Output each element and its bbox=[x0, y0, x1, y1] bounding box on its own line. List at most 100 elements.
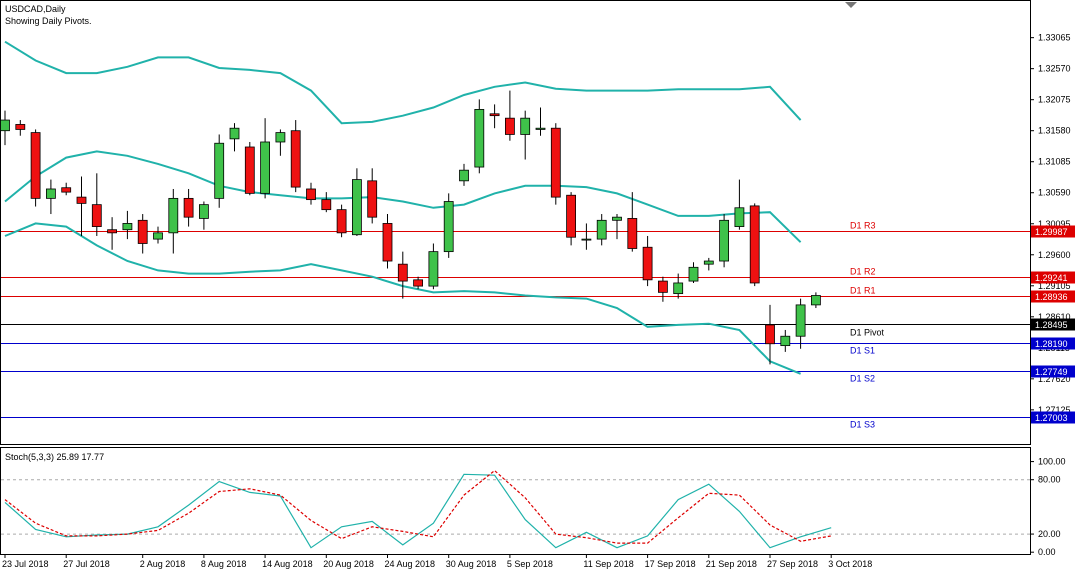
bear-candle bbox=[566, 194, 576, 238]
bull-candle bbox=[214, 142, 225, 199]
time-tick-label: 27 Jul 2018 bbox=[63, 559, 110, 569]
pivot-label: D1 S2 bbox=[850, 374, 875, 384]
time-tick-label: 20 Aug 2018 bbox=[323, 559, 374, 569]
bull-candle bbox=[688, 266, 699, 282]
pivot-price-tag-text: 1.27749 bbox=[1035, 367, 1068, 377]
stoch-tick-label: 80.00 bbox=[1038, 475, 1061, 485]
time-tick-label: 27 Sep 2018 bbox=[767, 559, 818, 569]
bull-candle bbox=[780, 335, 791, 347]
stoch-tick-label: 100.00 bbox=[1038, 457, 1066, 467]
bull-candle bbox=[734, 207, 745, 227]
bear-candle bbox=[642, 246, 653, 281]
pivot-price-tag-text: 1.29987 bbox=[1035, 227, 1068, 237]
bull-candle bbox=[811, 295, 821, 306]
bull-candle bbox=[459, 169, 469, 182]
bear-candle bbox=[306, 188, 316, 201]
time-tick-label: 30 Aug 2018 bbox=[446, 559, 497, 569]
bollinger-bands bbox=[4, 40, 802, 375]
pivot-price-tag bbox=[1031, 290, 1075, 303]
bear-candle bbox=[504, 117, 515, 135]
price-tick-label: 1.30095 bbox=[1038, 219, 1071, 229]
bear-candle bbox=[183, 197, 194, 218]
pivot-price-tag-text: 1.28495 bbox=[1035, 320, 1068, 330]
time-tick-label: 21 Sep 2018 bbox=[706, 559, 757, 569]
pivot-price-tag bbox=[1031, 318, 1075, 331]
bear-candle bbox=[749, 205, 760, 284]
bear-candle bbox=[489, 113, 500, 117]
bear-candle bbox=[397, 263, 408, 282]
time-tick-label: 11 Sep 2018 bbox=[583, 559, 633, 569]
bull-candle bbox=[260, 141, 271, 194]
bear-candle bbox=[137, 219, 148, 244]
bear-candle bbox=[290, 130, 301, 188]
bull-candle bbox=[520, 117, 531, 135]
pivot-label: D1 S3 bbox=[850, 420, 875, 430]
stoch-tick-label: 0.00 bbox=[1038, 547, 1056, 557]
bull-candle bbox=[703, 260, 714, 265]
pivot-label: D1 R2 bbox=[850, 267, 876, 277]
pivot-price-tag-text: 1.28190 bbox=[1035, 339, 1068, 349]
time-axis: 23 Jul 2018 27 Jul 2018 2 Aug 2018 8 Aug 20… bbox=[2, 554, 872, 569]
bull-candle bbox=[612, 216, 622, 221]
time-tick-label: 3 Oct 2018 bbox=[828, 559, 872, 569]
bear-candle bbox=[321, 199, 332, 211]
bear-candle bbox=[61, 187, 72, 193]
bull-candle bbox=[443, 201, 454, 253]
bull-candle bbox=[46, 188, 56, 199]
bear-candle bbox=[91, 204, 102, 227]
pivot-price-tag bbox=[1031, 411, 1075, 424]
stoch-signal-line bbox=[4, 469, 832, 544]
stoch-main-line bbox=[4, 473, 832, 549]
stochastic-lines bbox=[1, 469, 1030, 549]
bb-middle-line bbox=[4, 150, 802, 243]
pivot-price-tag bbox=[1031, 225, 1075, 238]
price-tick-label: 1.30590 bbox=[1038, 188, 1071, 198]
main-panel-frame bbox=[0, 0, 1031, 445]
bear-candle bbox=[336, 209, 347, 234]
bull-candle bbox=[0, 119, 10, 132]
bear-candle bbox=[244, 146, 255, 194]
pivot-price-tag bbox=[1031, 365, 1075, 378]
pivot-label: D1 R3 bbox=[850, 221, 876, 231]
pivot-label: D1 Pivot bbox=[850, 328, 885, 338]
chart-shift-marker-icon[interactable] bbox=[845, 2, 857, 8]
bb-upper-line bbox=[4, 40, 802, 125]
time-tick-label: 14 Aug 2018 bbox=[262, 559, 313, 569]
bear-candle bbox=[658, 280, 668, 293]
chart-subtitle: Showing Daily Pivots. bbox=[5, 16, 92, 26]
candlesticks[interactable] bbox=[0, 90, 821, 365]
price-tick-label: 1.33065 bbox=[1038, 33, 1071, 43]
bull-candle bbox=[474, 109, 485, 168]
pivot-price-tag bbox=[1031, 271, 1075, 284]
bull-candle bbox=[719, 219, 729, 262]
bull-candle bbox=[168, 197, 179, 234]
bear-candle bbox=[765, 324, 775, 345]
time-tick-label: 8 Aug 2018 bbox=[201, 559, 247, 569]
time-tick-label: 5 Sep 2018 bbox=[507, 559, 553, 569]
time-tick-label: 2 Aug 2018 bbox=[140, 559, 186, 569]
bull-candle bbox=[795, 304, 806, 337]
bull-candle bbox=[596, 219, 607, 240]
bull-candle bbox=[351, 179, 362, 236]
bull-candle bbox=[535, 127, 546, 130]
pivot-lines: D1 R3 D1 R2 D1 R1 D1 Pivot D1 S1 D1 S2 D1 S3 bbox=[1, 221, 1030, 430]
bear-candle bbox=[550, 127, 561, 198]
bull-candle bbox=[153, 232, 163, 240]
bull-candle bbox=[673, 282, 684, 295]
bear-candle bbox=[413, 279, 424, 287]
price-tick-label: 1.29600 bbox=[1038, 250, 1071, 260]
pivot-price-tag-text: 1.27003 bbox=[1035, 413, 1068, 423]
bear-candle bbox=[367, 180, 378, 218]
bear-candle bbox=[76, 196, 87, 204]
bear-candle bbox=[30, 132, 41, 199]
bull-candle bbox=[275, 132, 286, 143]
pivot-label: D1 R1 bbox=[850, 286, 876, 296]
pivot-price-tag-text: 1.28936 bbox=[1035, 292, 1068, 302]
stoch-panel-frame bbox=[0, 447, 1031, 555]
price-axis: 1.33065 1.32570 1.32075 1.31580 1.31085 1.305… bbox=[1030, 33, 1071, 557]
bear-candle bbox=[382, 223, 393, 262]
bull-candle bbox=[229, 127, 240, 140]
price-tick-label: 1.29105 bbox=[1038, 281, 1071, 291]
